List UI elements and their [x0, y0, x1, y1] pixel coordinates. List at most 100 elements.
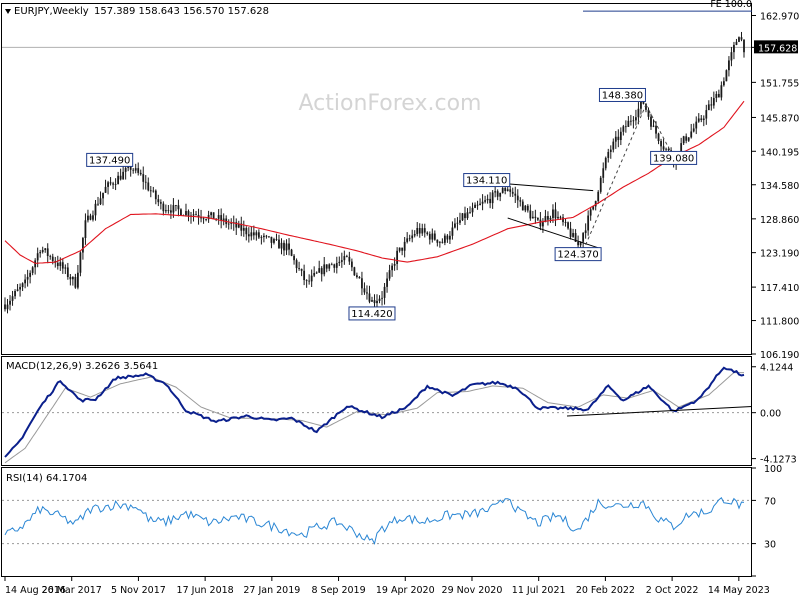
candle-body: [619, 131, 622, 141]
candle-body: [411, 235, 414, 239]
candle-body: [237, 223, 240, 228]
candle-body: [469, 212, 471, 214]
candle-body: [177, 205, 180, 210]
candles: [4, 31, 745, 314]
macd-axis-label: -4.1273: [760, 455, 797, 466]
price-axis-label: 134.580: [760, 181, 799, 192]
candle-body: [637, 108, 640, 118]
candle-body: [200, 217, 202, 219]
candle-body: [650, 116, 652, 127]
candle-body: [330, 264, 333, 266]
candle-body: [235, 222, 238, 228]
candle-body: [31, 267, 34, 273]
candle-body: [418, 228, 421, 234]
candle-body: [642, 101, 645, 104]
candle-body: [635, 117, 637, 121]
candle-body: [139, 172, 142, 175]
candle-body: [371, 300, 373, 302]
price-pane[interactable]: [1, 3, 752, 355]
candle-body: [692, 128, 695, 132]
candle-body: [486, 198, 489, 201]
candle-body: [509, 189, 512, 192]
candle-body: [572, 233, 574, 237]
candle-body: [124, 167, 127, 172]
candle-body: [51, 256, 54, 262]
candle-body: [71, 277, 74, 280]
candle-body: [529, 210, 532, 219]
price-axis-label: 151.755: [760, 78, 799, 89]
candle-body: [388, 270, 391, 279]
fib-dashed-line: [585, 104, 647, 246]
macd-line: [4, 366, 745, 458]
candle-body: [280, 242, 283, 249]
candle-body: [79, 252, 82, 273]
candle-body: [119, 175, 122, 180]
candle-body: [479, 203, 481, 206]
candle-body: [350, 261, 353, 268]
candle-body: [84, 220, 87, 238]
candle-body: [740, 37, 743, 40]
candle-body: [14, 291, 16, 297]
candle-body: [667, 148, 670, 151]
macd-pane[interactable]: [1, 356, 752, 466]
candle-body: [257, 232, 260, 238]
candle-body: [730, 52, 733, 61]
candle-body: [466, 212, 469, 219]
candle-body: [728, 60, 730, 71]
candle-body: [87, 215, 89, 221]
candle-body: [604, 157, 607, 169]
rsi-axis-label: 30: [764, 540, 776, 551]
candle-body: [617, 136, 620, 141]
macd-layer: [2, 366, 753, 464]
candle-body: [205, 219, 207, 220]
candle-body: [185, 211, 187, 216]
candle-body: [167, 210, 170, 211]
candle-body: [506, 189, 509, 191]
candle-body: [680, 143, 683, 154]
candle-body: [501, 188, 504, 193]
rsi-pane[interactable]: [1, 467, 752, 577]
candle-body: [260, 237, 263, 238]
candle-body: [275, 239, 278, 240]
candle-body: [519, 200, 522, 202]
candle-body: [544, 216, 547, 223]
candle-body: [582, 233, 585, 242]
level-label: 148.380: [598, 87, 646, 102]
candle-body: [325, 264, 328, 269]
level-label-text: 114.420: [351, 309, 392, 320]
candle-body: [295, 260, 298, 269]
date-axis-label: 27 Jan 2019: [243, 585, 300, 596]
candle-body: [144, 181, 147, 183]
axis-layer: 162.970 157.628 151.755 145.870 140.195 134.5…: [4, 12, 799, 596]
candle-body: [584, 230, 587, 234]
candle-body: [147, 182, 150, 191]
candle-body: [446, 235, 449, 240]
candle-body: [378, 298, 381, 301]
candle-body: [614, 136, 617, 142]
date-axis-label: 20 Feb 2022: [576, 585, 635, 596]
candle-body: [323, 264, 326, 275]
candle-body: [428, 234, 431, 240]
candle-body: [94, 203, 97, 216]
candle-body: [142, 174, 145, 182]
candle-body: [117, 175, 120, 185]
candle-body: [175, 205, 177, 206]
candle-body: [358, 277, 361, 279]
candle-body: [343, 256, 346, 261]
candle-body: [499, 192, 502, 197]
candle-body: [577, 241, 580, 246]
candle-body: [464, 213, 466, 219]
candle-body: [687, 137, 690, 141]
price-axis-label: 111.800: [760, 317, 799, 328]
candle-body: [9, 300, 11, 305]
candle-body: [104, 186, 107, 193]
candle-body: [376, 300, 378, 304]
candle-body: [46, 248, 49, 257]
candle-body: [69, 277, 72, 280]
triangle-down-icon[interactable]: [5, 9, 11, 14]
candle-body: [660, 141, 662, 147]
candle-body: [403, 241, 406, 251]
candle-body: [207, 215, 210, 220]
candle-body: [665, 148, 667, 150]
